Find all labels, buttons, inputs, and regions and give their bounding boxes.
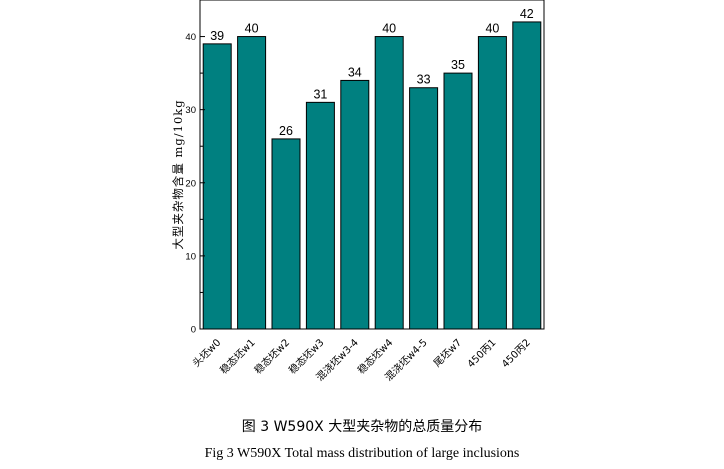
bar-4 — [305, 101, 335, 330]
x-category-label: 尾坯w7 — [431, 337, 464, 370]
x-category-label: 头坯w0 — [190, 337, 223, 370]
x-category-label: 稳态坯w2 — [251, 336, 292, 377]
bar-6 — [374, 36, 404, 330]
data-label: 35 — [451, 58, 465, 72]
y-tick-label: 10 — [185, 251, 196, 262]
x-category-label: 稳态坯w1 — [217, 336, 258, 377]
y-axis-label: 大型夹杂物含量 mg/10kg — [171, 99, 185, 249]
data-label: 39 — [210, 29, 224, 43]
bar-9 — [477, 36, 507, 330]
y-tick-label: 0 — [191, 325, 196, 336]
x-category-label: 450丙1 — [466, 337, 499, 370]
data-label: 33 — [417, 73, 431, 87]
bar-1 — [202, 43, 232, 330]
bar-7 — [409, 87, 439, 330]
data-label: 40 — [245, 22, 259, 36]
y-tick-label: 40 — [185, 32, 196, 43]
figure-caption-english: Fig 3 W590X Total mass distribution of l… — [204, 446, 520, 461]
data-label: 26 — [279, 124, 293, 138]
data-label: 34 — [348, 65, 362, 79]
bar-10 — [512, 21, 542, 330]
data-label: 40 — [382, 22, 396, 36]
y-tick-label: 30 — [185, 105, 196, 116]
figure-caption-chinese: 图 3 W590X 大型夹杂物的总质量分布 — [241, 419, 483, 435]
bar-3 — [271, 138, 301, 330]
data-label: 40 — [485, 22, 499, 36]
bar-8 — [443, 72, 473, 330]
data-label: 42 — [520, 7, 534, 21]
x-category-label: 450丙2 — [500, 337, 533, 370]
data-label: 31 — [313, 87, 327, 101]
bar-chart: 39 40 26 31 34 40 33 35 40 42 0 10 20 30 40 头坯w0稳态坯w1… — [171, 0, 545, 384]
plot-frame — [199, 0, 545, 330]
y-tick-label: 20 — [185, 178, 196, 189]
bar-2 — [237, 36, 267, 330]
bar-5 — [340, 79, 370, 330]
